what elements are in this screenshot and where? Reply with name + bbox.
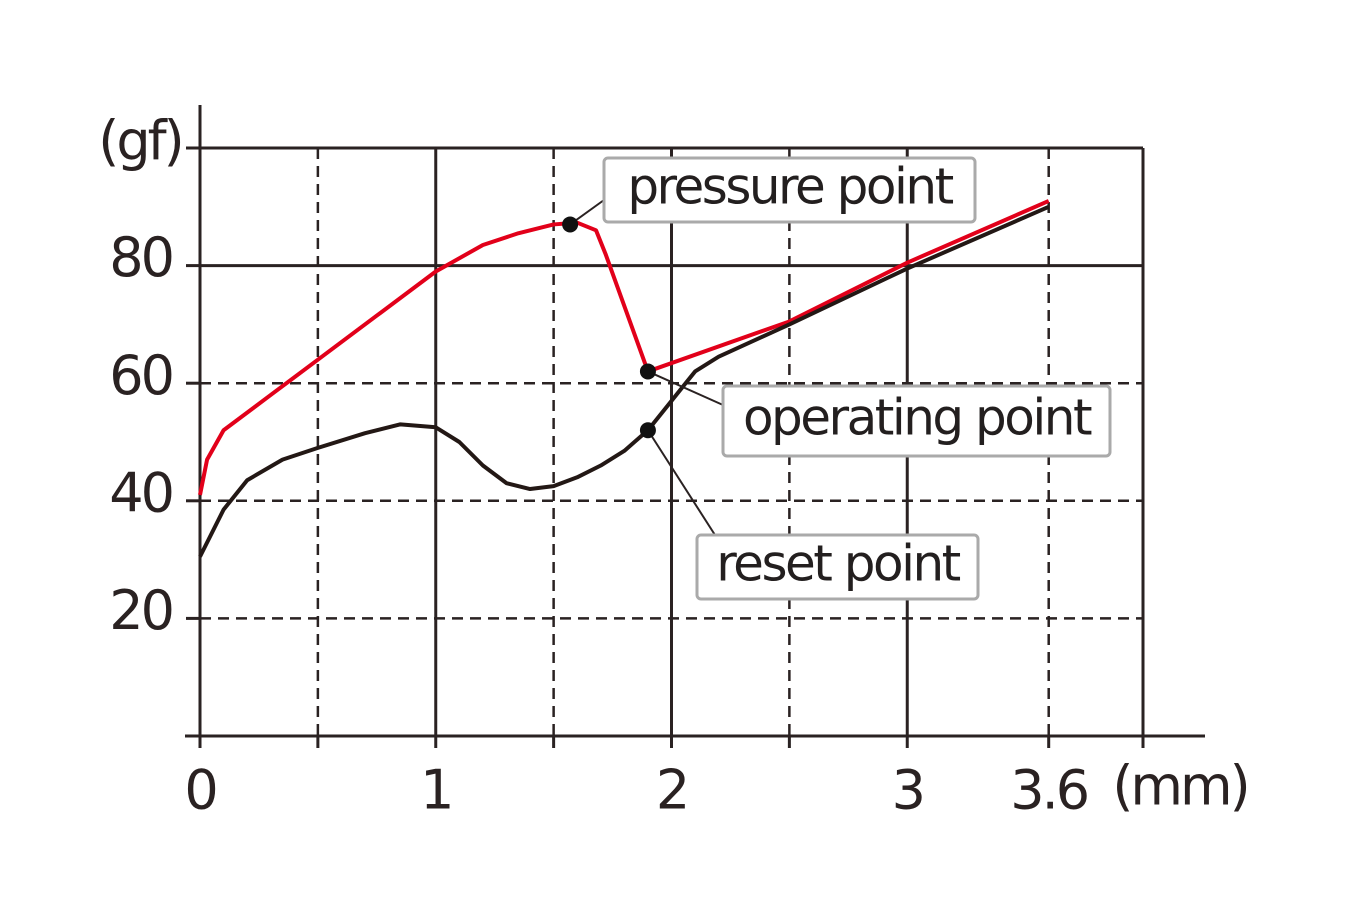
series-line xyxy=(198,204,1050,558)
x-axis-label: (mm) xyxy=(1112,755,1247,818)
y-tick-label: 20 xyxy=(109,579,172,642)
y-axis-label: (gf) xyxy=(98,110,181,173)
annotation-box xyxy=(721,384,1112,458)
y-tick-label: 60 xyxy=(109,344,172,407)
annotation-point xyxy=(639,422,656,439)
y-tick-label: 40 xyxy=(109,461,172,524)
x-tick-label: 2 xyxy=(656,759,687,822)
x-tick-label: 3.6 xyxy=(1010,759,1087,822)
annotation-label: reset point xyxy=(716,535,960,593)
annotation-label: pressure point xyxy=(627,158,953,216)
annotation-point xyxy=(562,216,579,233)
x-tick-label: 3 xyxy=(892,759,923,822)
y-tick-label: 80 xyxy=(109,226,172,289)
x-tick-label: 1 xyxy=(420,759,451,822)
leader-line xyxy=(647,370,724,406)
annotation-box xyxy=(695,533,980,601)
annotation-box xyxy=(602,156,977,224)
x-tick-label: 0 xyxy=(184,759,215,822)
series-line xyxy=(198,199,1050,496)
annotation-point xyxy=(639,363,656,380)
leader-line xyxy=(647,429,716,536)
annotation-label: operating point xyxy=(743,389,1092,447)
